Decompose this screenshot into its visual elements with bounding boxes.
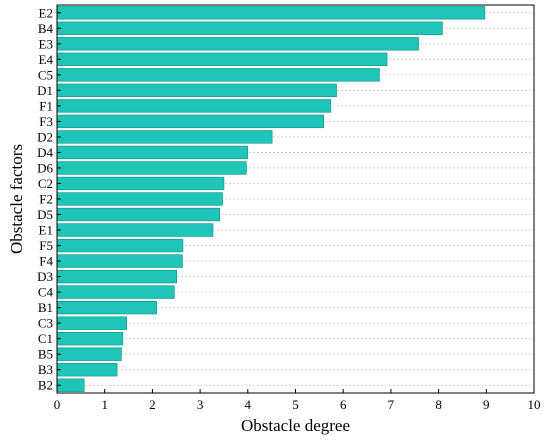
- bar-E2: [56, 6, 486, 20]
- bars: [56, 6, 486, 392]
- y-axis-ticks: E2B4E3E4C5D1F1F3D2D4D6C2F2D5E1F5F4D3C4B1…: [37, 5, 61, 393]
- y-tick-label: E3: [39, 36, 53, 51]
- bar-B5: [56, 347, 122, 361]
- y-tick-label: F1: [39, 98, 53, 113]
- y-axis-label: Obstacle factors: [7, 144, 26, 254]
- y-tick-label: E4: [39, 52, 54, 67]
- bar-C2: [56, 176, 225, 191]
- y-tick-label: C5: [38, 67, 53, 82]
- bar-E3: [56, 37, 419, 51]
- y-tick-label: C4: [38, 285, 54, 300]
- x-axis-label: Obstacle degree: [241, 416, 350, 435]
- x-tick-label: 0: [54, 397, 61, 412]
- bar-C4: [56, 285, 175, 299]
- y-tick-label: D5: [37, 207, 53, 222]
- bar-B4: [56, 21, 443, 35]
- x-tick-label: 8: [435, 397, 442, 412]
- bar-B1: [56, 300, 157, 315]
- bar-F2: [56, 192, 223, 206]
- x-tick-label: 6: [340, 397, 347, 412]
- x-axis-ticks: 0 1 2 3 4 5 6 7 8 9 10: [54, 389, 541, 412]
- x-tick-label: 10: [528, 397, 541, 412]
- x-tick-label: 7: [388, 397, 395, 412]
- bar-B2: [56, 378, 85, 392]
- bar-B3: [56, 363, 118, 377]
- bar-C3: [56, 316, 127, 330]
- x-tick-label: 1: [101, 397, 108, 412]
- bar-E1: [56, 223, 214, 237]
- x-tick-label: 3: [197, 397, 204, 412]
- x-tick-label: 9: [483, 397, 490, 412]
- bar-D2: [56, 130, 273, 144]
- y-tick-label: D6: [37, 160, 53, 175]
- bar-D1: [56, 83, 337, 98]
- y-tick-label: C2: [38, 176, 53, 191]
- y-tick-label: E1: [39, 223, 53, 238]
- y-tick-label: B4: [38, 21, 54, 36]
- y-tick-label: D4: [37, 145, 53, 160]
- bar-D4: [56, 145, 249, 160]
- bar-C5: [56, 68, 380, 82]
- y-tick-label: F2: [39, 192, 53, 207]
- y-tick-label: D3: [37, 269, 53, 284]
- bar-D5: [56, 207, 220, 222]
- bar-F3: [56, 114, 324, 129]
- y-tick-label: B5: [38, 347, 53, 362]
- y-tick-label: C1: [38, 331, 53, 346]
- bar-F5: [56, 238, 184, 253]
- bar-D3: [56, 269, 178, 284]
- y-tick-label: B1: [38, 300, 53, 315]
- bar-F4: [56, 254, 183, 268]
- bar-E4: [56, 52, 388, 66]
- grid-lines: [57, 12, 534, 386]
- bar-C1: [56, 332, 124, 346]
- bar-F1: [56, 99, 332, 113]
- y-tick-label: D2: [37, 129, 53, 144]
- y-tick-label: E2: [39, 5, 53, 20]
- y-tick-label: C3: [38, 316, 53, 331]
- x-tick-label: 4: [245, 397, 252, 412]
- bar-D6: [56, 161, 247, 175]
- y-tick-label: F3: [39, 114, 53, 129]
- x-tick-label: 5: [292, 397, 299, 412]
- y-tick-label: B2: [38, 378, 53, 393]
- y-tick-label: B3: [38, 362, 53, 377]
- y-tick-label: F5: [39, 238, 53, 253]
- y-tick-label: F4: [39, 254, 53, 269]
- x-tick-label: 2: [149, 397, 156, 412]
- y-tick-label: D1: [37, 83, 53, 98]
